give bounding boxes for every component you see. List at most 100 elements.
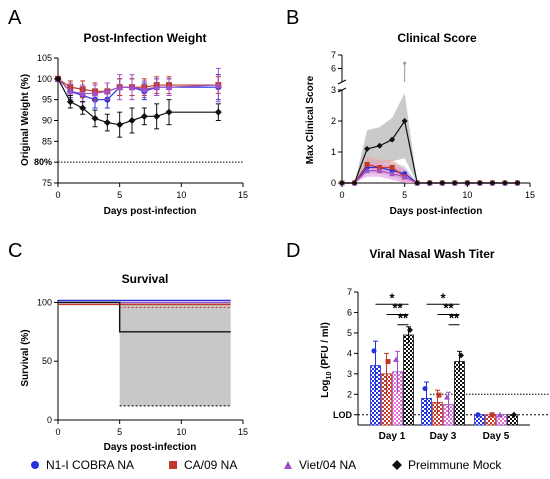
- data-point: [66, 98, 74, 106]
- square-marker-icon: [169, 461, 177, 469]
- x-tick-label: Day 3: [430, 431, 457, 442]
- data-point: [364, 145, 371, 152]
- panel-d-titer-chart: Viral Nasal Wash Titer LOD 2 3 4 5 6 7 Day 1 Da…: [320, 247, 550, 442]
- data-point: [54, 75, 62, 83]
- bar-data-point: [475, 412, 481, 418]
- x-tick-label: 10: [176, 190, 186, 200]
- chart-b-y-label: Max Clinical Score: [305, 75, 316, 164]
- significance-label: **: [449, 311, 460, 326]
- data-point: [128, 117, 136, 124]
- mock-ci-band: [119, 302, 231, 406]
- data-point: [364, 167, 371, 174]
- y-tick-label: LOD: [333, 410, 352, 420]
- data-point: [339, 180, 345, 186]
- legend-label: N1-I COBRA NA: [46, 458, 135, 472]
- y-tick-label: 50: [42, 356, 52, 366]
- legend-item-viet04: Viet/04 NA: [283, 458, 356, 472]
- triangle-marker-icon: [284, 461, 292, 469]
- x-tick-label: 5: [402, 190, 407, 200]
- data-point: [140, 85, 148, 93]
- data-point: [116, 83, 124, 91]
- y-tick-label: 85: [42, 136, 52, 146]
- data-point: [153, 112, 161, 120]
- data-point: [414, 180, 421, 186]
- y-tick-label: 4: [347, 348, 352, 358]
- bar-data-point: [489, 412, 495, 418]
- data-point: [66, 87, 74, 95]
- x-tick-label: Day 1: [379, 431, 406, 442]
- data-point: [501, 180, 508, 186]
- data-point: [476, 180, 483, 186]
- data-point: [389, 136, 396, 143]
- bar-data-point: [511, 411, 517, 418]
- y-tick-label: 100: [37, 74, 52, 84]
- y-tick-label: 3: [347, 369, 352, 379]
- data-point: [376, 167, 383, 174]
- data-point: [165, 108, 173, 116]
- y-tick-label: 1: [331, 147, 336, 157]
- data-point: [91, 89, 99, 97]
- data-point: [79, 89, 87, 97]
- data-point: [389, 170, 396, 177]
- chart-c-x-label: Days post-infection: [104, 442, 197, 453]
- series-diamond: [339, 118, 521, 186]
- bar-data-point: [444, 394, 450, 400]
- legend-item-ca09: CA/09 NA: [168, 458, 237, 472]
- data-point: [351, 180, 358, 186]
- significance-label: *: [389, 290, 395, 305]
- data-point: [389, 165, 395, 170]
- significance-label: **: [392, 301, 403, 316]
- circle-marker-icon: [31, 461, 39, 469]
- chart-d-y-label: Log10 (PFU / ml): [320, 322, 333, 398]
- data-point: [153, 83, 161, 91]
- legend-item-cobra: N1-I COBRA NA: [30, 458, 134, 472]
- x-tick-label: 0: [55, 190, 60, 200]
- y-tick-label: 95: [42, 95, 52, 105]
- legend: N1-I COBRA NA CA/09 NA Viet/04 NA Preimm…: [0, 455, 550, 477]
- data-point: [103, 119, 111, 127]
- chart-a-y-label: Original Weight (%): [20, 74, 31, 166]
- data-point: [377, 165, 383, 170]
- y-tick-label: 6: [347, 307, 352, 317]
- legend-label: CA/09 NA: [184, 458, 238, 472]
- panel-label-d: D: [286, 240, 300, 262]
- legend-item-mock: Preimmune Mock: [392, 458, 501, 472]
- bar-data-point: [436, 392, 442, 398]
- y-tick-label: 90: [42, 116, 52, 126]
- bar: [507, 414, 518, 426]
- chart-c-y-label: Survival (%): [20, 329, 31, 386]
- chart-c-title: Survival: [122, 272, 169, 286]
- mock-upper-point: [403, 61, 407, 65]
- data-point: [214, 81, 222, 89]
- significance-label: *: [440, 290, 446, 305]
- panel-label-a: A: [8, 7, 22, 29]
- data-point: [140, 112, 148, 120]
- chart-b-x-label: Days post-infection: [390, 206, 483, 217]
- bar-data-point: [422, 386, 428, 392]
- chart-a-title: Post-Infection Weight: [83, 31, 206, 45]
- x-tick-label: 0: [55, 427, 60, 437]
- survival-line: [58, 301, 231, 333]
- data-point: [451, 180, 458, 186]
- data-point: [401, 173, 408, 180]
- legend-label: Preimmune Mock: [408, 458, 502, 472]
- data-point: [165, 83, 173, 91]
- bar-data-point: [407, 327, 413, 334]
- bar-data-point: [393, 356, 399, 363]
- chart-d-title: Viral Nasal Wash Titer: [369, 247, 494, 261]
- data-point: [376, 142, 383, 149]
- data-point: [364, 161, 370, 167]
- diamond-marker-icon: [392, 460, 402, 470]
- panel-a-weight-chart: Post-Infection Weight 7580%859095100105 …: [20, 31, 248, 217]
- y-tick-label: 6: [331, 64, 336, 74]
- x-tick-label: 15: [238, 427, 248, 437]
- series-diamond: [54, 75, 222, 138]
- panel-c-survival-chart: Survival 0 50 100 0 5 10 15 Days post-infecti…: [20, 272, 248, 453]
- bar-data-point: [458, 352, 464, 359]
- x-tick-label: 15: [525, 190, 535, 200]
- y-tick-label: 80%: [34, 157, 52, 167]
- panel-label-b: B: [286, 7, 299, 29]
- y-tick-label: 0: [47, 415, 52, 425]
- data-point: [103, 87, 111, 95]
- x-tick-label: Day 5: [483, 431, 510, 442]
